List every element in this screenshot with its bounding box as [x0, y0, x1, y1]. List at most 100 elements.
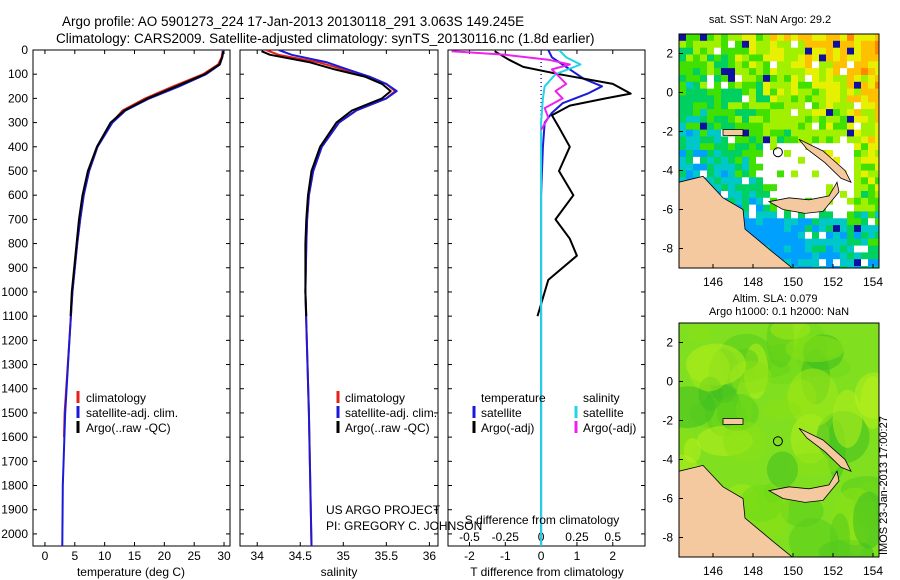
- sst-cell: [847, 266, 855, 268]
- map-x-tick-label: 154: [863, 564, 883, 578]
- sst-cell: [868, 109, 876, 117]
- sst-cell: [840, 54, 848, 62]
- sst-cell: [777, 47, 785, 56]
- sst-cell: [728, 102, 736, 110]
- sst-cell: [784, 259, 792, 267]
- sst-cell: [826, 122, 834, 131]
- sst-cell: [805, 136, 813, 144]
- difference-panel: [447, 49, 646, 547]
- sst-cell: [784, 136, 792, 144]
- sst-cell: [847, 170, 855, 178]
- sst-cell: [714, 34, 722, 42]
- sla-blob: [852, 491, 879, 549]
- sst-cell: [791, 266, 799, 268]
- sst-cell: [868, 225, 876, 233]
- sst-cell: [777, 218, 785, 226]
- sst-cell: [686, 143, 694, 151]
- sst-cell: [735, 191, 743, 199]
- sst-cell: [700, 88, 708, 96]
- sst-cell: [784, 102, 792, 110]
- sst-cell: [693, 156, 701, 165]
- sst-cell: [847, 218, 855, 226]
- sst-cell: [700, 129, 708, 137]
- sst-cell: [728, 54, 736, 62]
- map-x-tick-label: 154: [863, 275, 883, 289]
- sst-cell: [770, 88, 778, 96]
- map-x-tick-label: 152: [823, 564, 843, 578]
- sst-cell: [826, 129, 834, 137]
- salinity-panel: [239, 49, 439, 547]
- sst-cell: [798, 170, 806, 178]
- sst-cell: [784, 184, 792, 192]
- sst-cell: [777, 170, 785, 178]
- sst-cell: [812, 109, 820, 117]
- sst-cell: [693, 170, 701, 178]
- sst-cell: [721, 163, 729, 172]
- sst-cell: [847, 163, 855, 172]
- sst-cell: [735, 109, 743, 117]
- sst-cell: [749, 68, 757, 76]
- sst-cell: [875, 156, 879, 165]
- sst-cell: [791, 156, 799, 165]
- sst-cell: [770, 54, 778, 62]
- map-y-tick-label: 0: [666, 86, 673, 100]
- sst-cell: [840, 245, 848, 253]
- sst-cell: [763, 197, 771, 206]
- sst-cell: [868, 197, 876, 206]
- land-mass: [679, 464, 793, 557]
- series-line-argo-raw-qc-: [261, 50, 392, 317]
- sst-cell: [728, 75, 736, 83]
- sst-cell: [770, 156, 778, 165]
- sst-cell: [714, 170, 722, 178]
- sst-cell: [679, 136, 687, 144]
- sst-cell: [868, 231, 876, 240]
- sst-cell: [868, 129, 876, 137]
- sst-cell: [763, 136, 771, 144]
- sst-cell: [812, 259, 820, 267]
- sst-cell: [798, 75, 806, 83]
- sst-cell: [707, 68, 715, 76]
- sst-cell: [868, 102, 876, 110]
- sst-cell: [840, 184, 848, 192]
- sst-cell: [861, 218, 869, 226]
- sst-cell: [693, 47, 701, 56]
- sst-cell: [756, 197, 764, 206]
- sst-cell: [854, 191, 862, 199]
- sst-cell: [812, 184, 820, 192]
- sst-cell: [798, 88, 806, 96]
- sst-cell: [854, 61, 862, 69]
- sst-cell: [777, 61, 785, 69]
- sst-cell: [721, 109, 729, 117]
- sst-cell: [742, 68, 750, 76]
- sst-cell: [763, 115, 771, 124]
- sla-blob: [787, 453, 840, 476]
- sst-cell: [707, 88, 715, 96]
- sst-cell: [875, 143, 879, 151]
- sst-cell: [756, 136, 764, 144]
- sst-cell: [833, 238, 841, 247]
- sst-cell: [875, 211, 879, 219]
- sst-cell: [763, 47, 771, 56]
- sst-cell: [735, 184, 743, 192]
- sst-cell: [763, 54, 771, 62]
- sst-cell: [700, 170, 708, 178]
- sst-cell: [833, 218, 841, 226]
- sst-cell: [784, 81, 792, 90]
- temperature-x-label: temperature (deg C): [77, 565, 185, 579]
- x-tick-label: 1: [574, 549, 581, 563]
- sst-cell: [742, 225, 750, 233]
- sst-cell: [854, 150, 862, 158]
- x-tick-label: 0: [42, 549, 49, 563]
- sst-cell: [833, 81, 841, 90]
- sst-cell: [721, 136, 729, 144]
- sst-cell: [861, 47, 869, 56]
- sst-cell: [714, 102, 722, 110]
- map-y-tick-label: 0: [666, 375, 673, 389]
- sst-cell: [875, 197, 879, 206]
- sst-cell: [742, 115, 750, 124]
- sst-cell: [826, 75, 834, 83]
- sst-cell: [847, 143, 855, 151]
- sst-cell: [875, 109, 879, 117]
- sst-cell: [826, 211, 834, 219]
- sst-cell: [847, 150, 855, 158]
